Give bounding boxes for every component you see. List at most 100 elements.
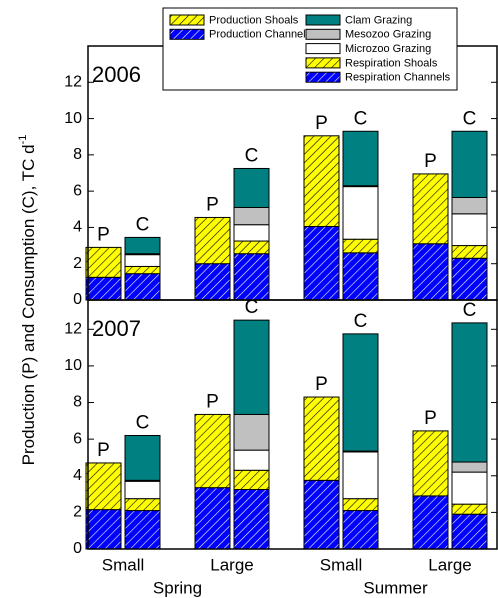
bar-segment [124, 236, 161, 255]
plot-frame [87, 299, 498, 550]
bar-segment [233, 413, 270, 451]
bar-segment [124, 480, 161, 500]
bar-segment [124, 254, 161, 267]
legend-label: Mesozoo Grazing [345, 29, 431, 41]
bar-segment [303, 226, 340, 301]
legend-label: Production Channels [209, 29, 312, 41]
bar-segment [412, 495, 449, 550]
legend-swatch [169, 14, 205, 26]
panel-label: 2007 [92, 316, 141, 341]
x-tick-label: Large [210, 555, 253, 574]
bar-segment [412, 430, 449, 497]
bar-segment [451, 461, 488, 473]
legend-swatch [305, 14, 341, 26]
bar-segment [85, 462, 122, 511]
y-tick-label: 4 [73, 467, 82, 484]
bar-segment [451, 257, 488, 301]
bar-label: C [136, 413, 150, 434]
panel-label: 2006 [92, 62, 141, 87]
y-tick-label: 2 [73, 255, 82, 272]
bar-label: P [97, 224, 110, 245]
bar-label: P [206, 391, 219, 412]
bar-segment [342, 333, 379, 452]
y-tick-label: 0 [73, 291, 82, 308]
y-tick-label: 8 [73, 394, 82, 411]
bar-segment [451, 503, 488, 515]
bar-segment [451, 130, 488, 198]
bar-segment [124, 434, 161, 481]
bar-segment [342, 498, 379, 512]
group-label: Summer [363, 578, 428, 597]
y-tick-label: 4 [73, 219, 82, 236]
bar-label: C [136, 214, 150, 235]
bar-segment [194, 413, 231, 489]
y-axis-label: Production (P) and Consumption (C), TC d… [17, 135, 39, 466]
bar-segment [412, 173, 449, 245]
y-tick-label: 10 [64, 110, 82, 127]
bar-label: P [315, 113, 328, 134]
bar-segment [124, 265, 161, 275]
legend-label: Production Shoals [209, 14, 299, 26]
bar-segment [233, 206, 270, 226]
bar-segment [342, 238, 379, 254]
y-tick-label: 6 [73, 430, 82, 447]
bar-label: C [245, 297, 259, 318]
bar-segment [194, 216, 231, 265]
bar-label: P [315, 374, 328, 395]
y-axis-label-sup: -1 [17, 135, 29, 145]
bar-label: C [245, 145, 259, 166]
bar-segment [194, 263, 231, 301]
bar-segment [303, 135, 340, 228]
bar-segment [233, 449, 270, 471]
bar-segment [303, 396, 340, 481]
bar-segment [342, 186, 379, 240]
y-tick-label: 8 [73, 146, 82, 163]
bar-segment [342, 510, 379, 550]
legend-swatch [305, 43, 341, 55]
bar-segment [85, 276, 122, 301]
bar-segment [342, 130, 379, 187]
bar-segment [451, 245, 488, 259]
bar-label: P [97, 440, 110, 461]
legend-label: Respiration Channels [345, 72, 451, 84]
y-tick-label: 0 [73, 540, 82, 557]
legend-swatch [305, 57, 341, 69]
bar-segment [233, 319, 270, 415]
y-tick-label: 6 [73, 182, 82, 199]
bar-segment [124, 498, 161, 512]
bar-label: C [463, 108, 477, 129]
bar-segment [233, 167, 270, 208]
y-tick-label: 2 [73, 504, 82, 521]
legend-label: Clam Grazing [345, 14, 412, 26]
bar-segment [412, 243, 449, 301]
bar-label: C [354, 108, 368, 129]
x-tick-label: Small [320, 555, 363, 574]
legend-label: Respiration Shoals [345, 57, 438, 69]
bar-label: P [424, 408, 437, 429]
bar-segment [233, 240, 270, 255]
bar-label: P [424, 151, 437, 172]
bar-segment [233, 469, 270, 490]
bar-label: C [463, 300, 477, 321]
bar-segment [451, 322, 488, 463]
bar-segment [124, 273, 161, 301]
bar-segment [451, 196, 488, 215]
bar-label: P [206, 194, 219, 215]
y-axis-label-text: Production (P) and Consumption (C), TC d [19, 144, 38, 465]
legend-swatch [169, 28, 205, 40]
bar-segment [303, 479, 340, 550]
legend-swatch [305, 71, 341, 83]
legend-swatch [305, 28, 341, 40]
legend-label: Microzoo Grazing [345, 43, 431, 55]
bar-segment [124, 510, 161, 550]
bar-label: C [354, 311, 368, 332]
y-tick-label: 12 [64, 74, 82, 91]
y-tick-label: 12 [64, 321, 82, 338]
x-tick-label: Large [428, 555, 471, 574]
bar-segment [451, 471, 488, 505]
bar-segment [342, 252, 379, 301]
bar-segment [451, 513, 488, 550]
bar-segment [194, 487, 231, 550]
